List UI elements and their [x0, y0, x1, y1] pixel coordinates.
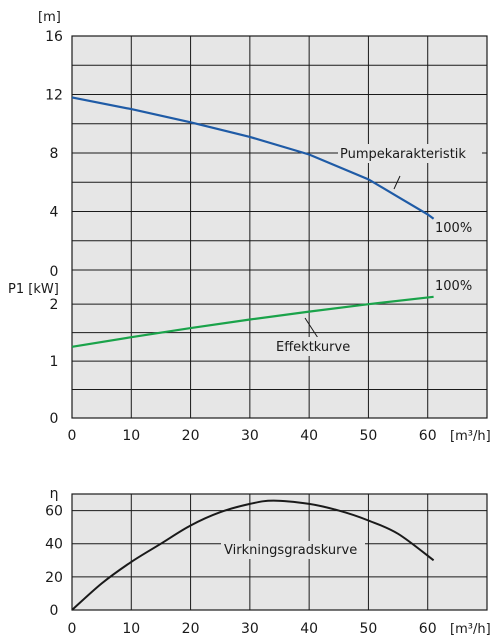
- upper-x-tick-label: 60: [419, 428, 437, 444]
- upper-x-tick-label: 0: [68, 428, 77, 444]
- pump-curve-line: [71, 96, 435, 220]
- head-tick-label: 4: [50, 205, 59, 221]
- power-curve-end-label: 100%: [435, 279, 472, 294]
- efficiency-tick-label: 0: [50, 603, 59, 619]
- power-tick-label: 2: [50, 297, 59, 313]
- upper-x-tick-label: 10: [122, 428, 140, 444]
- power-axis-label: P1 [kW]: [8, 282, 59, 297]
- lower-x-tick-label: 30: [241, 621, 259, 637]
- lower-x-axis-unit: [m³/h]: [450, 622, 491, 637]
- power-label-bg: [274, 337, 358, 356]
- lower-x-tick-label: 20: [182, 621, 200, 637]
- efficiency-curve-label: Virkningsgradskurve: [224, 543, 357, 558]
- lower-x-tick-label: 60: [419, 621, 437, 637]
- efficiency-axis-label: η: [50, 486, 59, 502]
- pump-label-leader: [393, 175, 401, 190]
- efficiency-label-bg: [221, 541, 365, 559]
- upper-x-axis-unit: [m³/h]: [450, 429, 491, 444]
- efficiency-tick-label: 20: [45, 570, 63, 586]
- lower-x-tick-label: 50: [360, 621, 378, 637]
- lower-x-tick-label: 0: [68, 621, 77, 637]
- pump-curve-end-label: 100%: [435, 221, 472, 236]
- lower-x-tick-label: 10: [122, 621, 140, 637]
- efficiency-tick-label: 40: [45, 537, 63, 553]
- upper-x-tick-label: 40: [300, 428, 318, 444]
- head-tick-label: 12: [45, 88, 63, 104]
- upper-x-tick-label: 20: [182, 428, 200, 444]
- upper-x-tick-label: 30: [241, 428, 259, 444]
- power-tick-label: 0: [50, 411, 59, 427]
- power-curve-line: [71, 295, 434, 348]
- power-label-leader: [304, 317, 319, 339]
- upper-x-tick-label: 50: [360, 428, 378, 444]
- head-tick-label: 16: [45, 29, 63, 45]
- efficiency-tick-label: 60: [45, 504, 63, 520]
- pump-label-bg: [338, 144, 482, 163]
- head-tick-label-zero: 0: [50, 264, 59, 280]
- lower-x-tick-label: 40: [300, 621, 318, 637]
- pump-curve-label: Pumpekarakteristik: [340, 147, 466, 162]
- head-axis-unit: [m]: [38, 10, 61, 25]
- power-curve-label: Effektkurve: [276, 340, 350, 355]
- efficiency-curve-line: [71, 499, 435, 611]
- power-tick-label: 1: [50, 354, 59, 370]
- head-tick-label: 8: [50, 146, 59, 162]
